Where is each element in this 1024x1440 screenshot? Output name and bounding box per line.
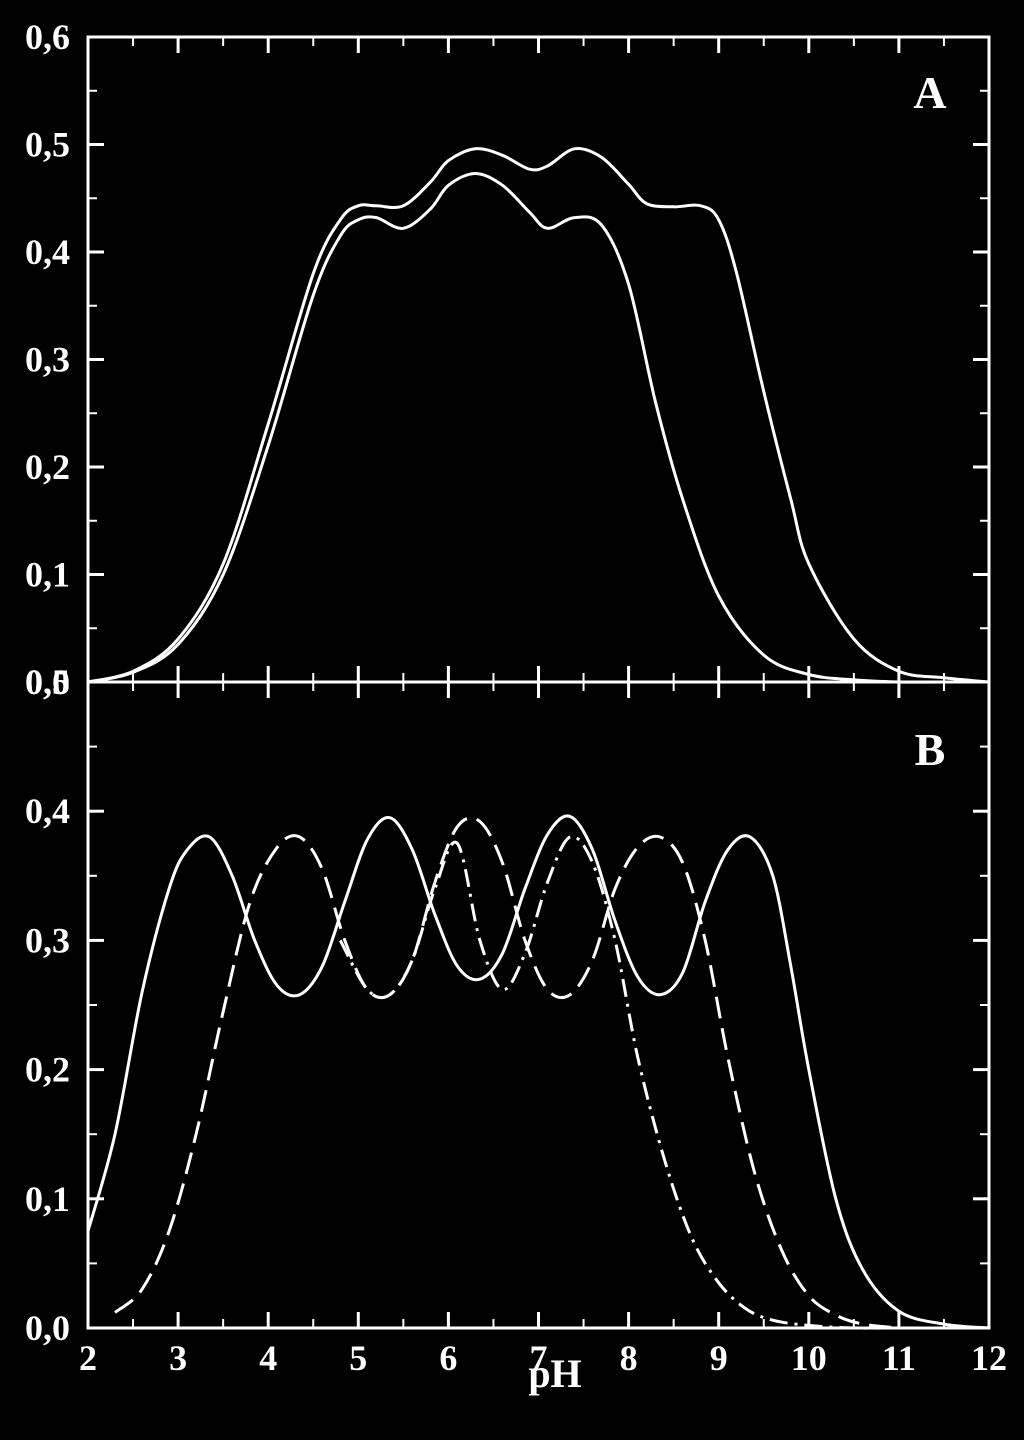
panel-a-y-tick-label: 0,0 xyxy=(25,662,70,702)
x-tick-label: 9 xyxy=(710,1338,728,1378)
x-tick-label: 10 xyxy=(791,1338,827,1378)
panel-b-y-tick-label: 0,5 xyxy=(25,662,70,702)
panel-b-y-tick-label: 0,4 xyxy=(25,791,70,831)
panel-a-plot-marks xyxy=(86,35,991,684)
panel-a-y-tick-label: 0,2 xyxy=(25,447,70,487)
x-tick-label: 12 xyxy=(971,1338,1007,1378)
x-tick-label: 4 xyxy=(259,1338,277,1378)
x-tick-label: 11 xyxy=(882,1338,916,1378)
panel-a-label: A xyxy=(913,67,946,118)
panel-b: B 2 3 4 5 6 7 8 9 10 11 12 0,0 0,1 0,2 0,3 0,4 0,5 xyxy=(25,662,1007,1378)
x-tick-label: 2 xyxy=(79,1338,97,1378)
panel-a-y-tick-label: 0,6 xyxy=(25,17,70,57)
panel-b-y-tick-label: 0,3 xyxy=(25,920,70,960)
x-tick-label: 6 xyxy=(439,1338,457,1378)
panel-b-series-solid-0 xyxy=(86,814,990,1330)
panel-b-series-dashdot-2 xyxy=(338,835,899,1330)
panel-b-y-tick-label: 0,2 xyxy=(25,1050,70,1090)
x-tick-label: 5 xyxy=(349,1338,367,1378)
panel-a-y-tick-label: 0,3 xyxy=(25,340,70,380)
x-tick-label: 8 xyxy=(620,1338,638,1378)
panel-a-series-solid-0 xyxy=(87,147,990,684)
x-axis-label: pH xyxy=(528,1351,581,1396)
panel-a-y-tick-label: 0,5 xyxy=(25,125,70,165)
panel-b-y-tick-label: 0,0 xyxy=(25,1308,70,1348)
x-tick-label: 7 xyxy=(530,1338,548,1378)
panel-a-series-solid-1 xyxy=(87,172,989,684)
panel-b-y-tick-label: 0,1 xyxy=(25,1179,70,1219)
x-tick-label: 3 xyxy=(169,1338,187,1378)
panel-b-frame xyxy=(86,680,991,1330)
panel-b-label: B xyxy=(915,724,946,775)
panel-a-y-tick-label: 0,1 xyxy=(25,555,70,595)
panel-a-y-tick-label: 0,4 xyxy=(25,232,70,272)
panel-b-series-dashed-1 xyxy=(114,816,900,1330)
